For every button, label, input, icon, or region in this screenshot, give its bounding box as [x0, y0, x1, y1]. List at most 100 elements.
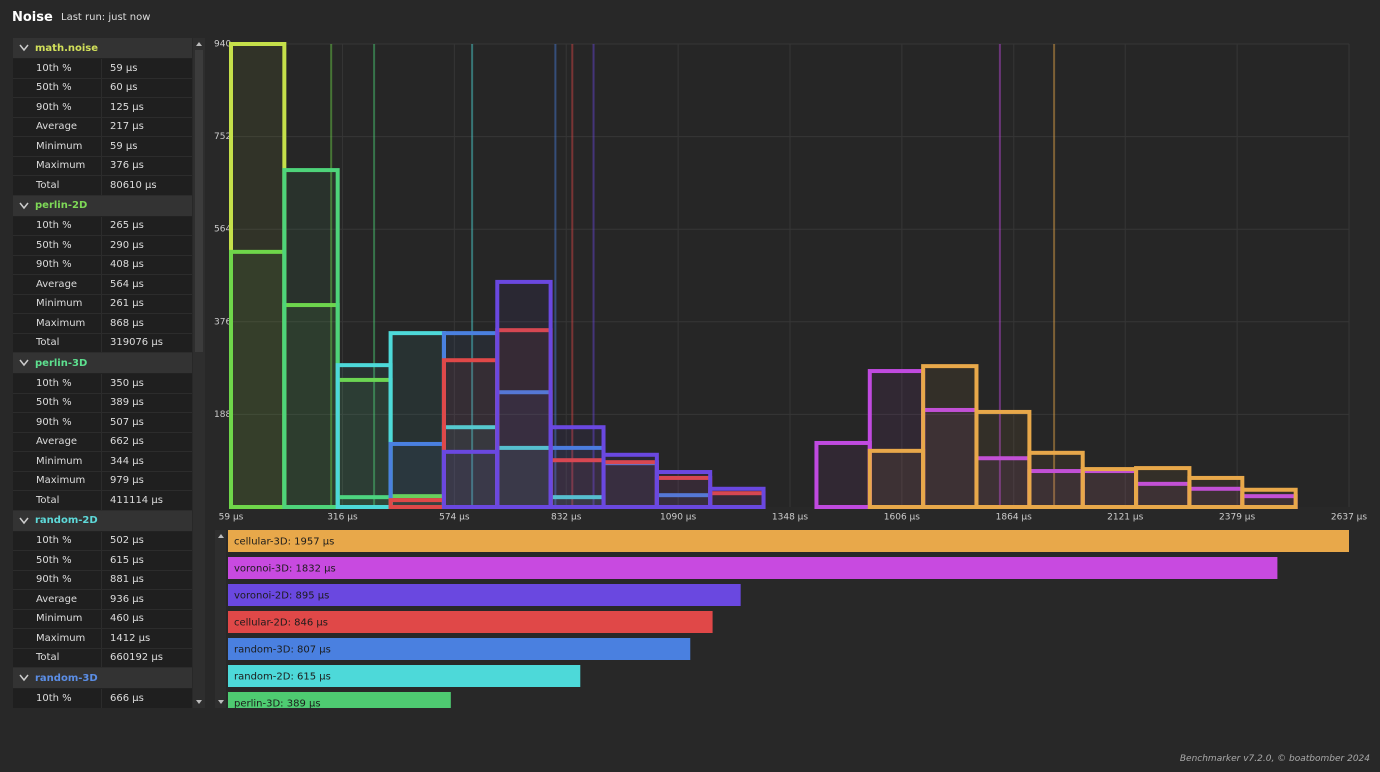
stat-label: Minimum	[13, 294, 102, 313]
stat-value: 125 µs	[110, 101, 144, 113]
stat-row: Maximum 979 µs	[13, 471, 192, 491]
stat-row: 10th % 265 µs	[13, 216, 192, 236]
stat-row: 10th % 502 µs	[13, 531, 192, 551]
stat-value: 662 µs	[110, 436, 144, 448]
group-header[interactable]: perlin-3D	[13, 353, 192, 374]
stat-value: 1412 µs	[110, 632, 151, 644]
run-status: Last run: just now	[61, 12, 151, 23]
stat-row: 10th % 59 µs	[13, 59, 192, 79]
bar	[228, 692, 451, 708]
stat-label: 90th %	[13, 413, 102, 432]
bar-label: voronoi-2D: 895 µs	[234, 591, 329, 602]
histogram-bin	[601, 460, 659, 510]
bar	[228, 638, 691, 660]
x-tick-label: 1348 µs	[772, 513, 808, 523]
histogram-bin	[495, 279, 553, 509]
stat-label: Average	[13, 590, 102, 609]
stat-value: 217 µs	[110, 121, 144, 133]
stats-sidebar: math.noise 10th % 59 µs 50th % 60 µs 90th % 12…	[13, 38, 192, 708]
group-name: random-2D	[35, 515, 98, 526]
stat-row: Maximum 376 µs	[13, 156, 192, 176]
histogram-series	[282, 168, 393, 509]
histogram-bin	[708, 486, 766, 510]
bar-label: random-3D: 807 µs	[234, 645, 331, 656]
histogram-bin	[388, 441, 446, 509]
group-name: random-3D	[35, 672, 98, 684]
bar-label: cellular-2D: 846 µs	[234, 618, 328, 629]
histogram-bin	[654, 470, 713, 509]
x-tick-label: 59 µs	[219, 513, 244, 523]
stat-label: 10th %	[13, 59, 102, 78]
chevron	[19, 359, 29, 367]
stat-value: 59 µs	[110, 62, 138, 74]
stat-row: Total 80610 µs	[13, 176, 192, 196]
bar	[228, 584, 741, 606]
footer: Benchmarker v7.2.0, © boatbomber 2024	[1179, 754, 1370, 764]
histogram-series	[441, 279, 766, 510]
group-header[interactable]: perlin-2D	[13, 195, 192, 217]
stat-label: 90th %	[13, 570, 102, 589]
stat-value: 261 µs	[110, 298, 144, 310]
x-tick-label: 574 µs	[439, 513, 470, 523]
histogram-bin	[1187, 475, 1245, 509]
stat-value: 666 µs	[110, 692, 144, 704]
histogram-bin	[1080, 467, 1139, 509]
group-header[interactable]: math.noise	[13, 38, 192, 59]
histogram-bin	[1240, 487, 1298, 510]
histogram-bin	[441, 358, 500, 509]
group-header[interactable]: random-2D	[13, 510, 192, 532]
histogram-bin	[282, 168, 340, 509]
histogram-bin	[388, 498, 446, 509]
bar	[228, 557, 1278, 579]
stat-label: 90th %	[13, 255, 102, 274]
stat-value: 660192 µs	[110, 652, 163, 664]
chevron	[19, 202, 29, 209]
stat-value: 615 µs	[110, 554, 144, 566]
bar	[228, 530, 1349, 552]
stat-label: 50th %	[13, 78, 102, 97]
stat-label: 10th %	[13, 374, 102, 393]
stat-row: Minimum 261 µs	[13, 294, 192, 314]
stat-row: Average 564 µs	[13, 275, 192, 295]
histogram-bin	[441, 449, 500, 510]
stat-label: Maximum	[13, 156, 102, 175]
x-tick-label: 2379 µs	[1219, 513, 1255, 523]
x-tick-label: 2121 µs	[1107, 513, 1143, 523]
stat-row: Minimum 344 µs	[13, 452, 192, 472]
stat-row: Minimum 460 µs	[13, 609, 192, 629]
stat-value: 350 µs	[110, 377, 144, 389]
scrollbar-graphics	[195, 42, 203, 704]
stat-row: Total 660192 µs	[13, 648, 192, 668]
histogram-bin	[814, 440, 872, 509]
bar	[228, 611, 713, 633]
stat-row: 10th % 666 µs	[13, 689, 192, 708]
stat-label: 10th %	[13, 689, 102, 708]
stat-label: Maximum	[13, 629, 102, 648]
app-title: Noise	[12, 10, 53, 25]
stat-label: Average	[13, 117, 102, 136]
stat-label: Minimum	[13, 452, 102, 471]
x-tick-label: 1606 µs	[884, 513, 920, 523]
group-header[interactable]: random-3D	[13, 668, 192, 689]
stat-label: Average	[13, 432, 102, 451]
stat-label: 50th %	[13, 393, 102, 412]
stat-value: 564 µs	[110, 278, 144, 290]
histogram-bin	[921, 407, 979, 509]
stat-value: 344 µs	[110, 455, 144, 467]
stat-row: Maximum 1412 µs	[13, 629, 192, 649]
histogram-series	[867, 364, 1298, 510]
stat-label: 50th %	[13, 551, 102, 570]
stat-row: 50th % 290 µs	[13, 236, 192, 256]
chevron	[19, 674, 29, 682]
stat-value: 290 µs	[110, 239, 144, 251]
stat-value: 80610 µs	[110, 179, 157, 191]
histogram-bin	[229, 249, 287, 509]
histogram-bin	[335, 363, 393, 509]
stat-value: 507 µs	[110, 416, 144, 428]
y-tick-label: 752	[214, 132, 231, 142]
scrollbar[interactable]	[193, 38, 205, 708]
bar-label: random-2D: 615 µs	[234, 672, 331, 683]
x-tick-label: 1090 µs	[660, 513, 696, 523]
stat-label: Minimum	[13, 137, 102, 156]
